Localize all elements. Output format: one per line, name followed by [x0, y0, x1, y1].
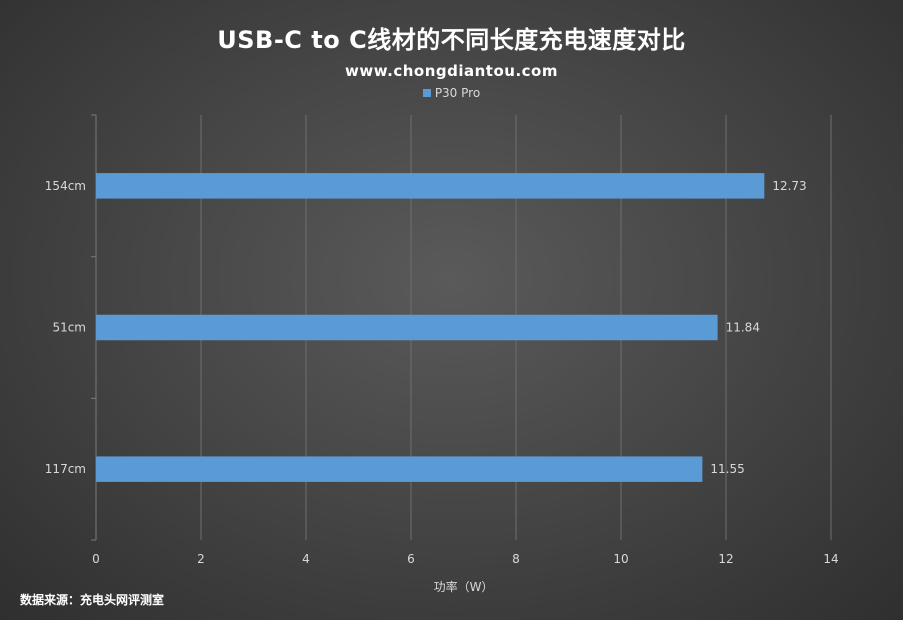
legend-swatch	[422, 89, 431, 97]
category-label: 117cm	[45, 462, 86, 476]
data-label: 11.55	[710, 462, 744, 476]
chart-subtitle: www.chongdiantou.com	[345, 62, 558, 80]
x-tick-label: 8	[512, 552, 520, 566]
legend-label: P30 Pro	[434, 86, 481, 100]
x-tick-label: 6	[407, 552, 415, 566]
bars	[96, 173, 765, 482]
x-tick-label: 4	[302, 552, 310, 566]
x-axis-title: 功率（W）	[434, 579, 494, 594]
data-label: 11.84	[726, 321, 760, 335]
category-label: 154cm	[45, 179, 86, 193]
bar	[96, 173, 765, 199]
data-label: 12.73	[772, 179, 806, 193]
chart-title: USB-C to C线材的不同长度充电速度对比	[217, 26, 686, 54]
bar	[96, 456, 703, 482]
data-source-note: 数据来源：充电头网评测室	[20, 593, 165, 607]
x-tick-label: 14	[823, 552, 838, 566]
bar	[96, 314, 718, 341]
x-tick-label: 12	[718, 552, 733, 566]
labels: 0 2 4 6 8 10 12 14 154cm 12.73 51cm 11.84 117cm 11.55…	[45, 179, 839, 594]
legend: P30 Pro	[0, 86, 903, 100]
x-tick-label: 10	[613, 552, 628, 566]
category-label: 51cm	[52, 321, 86, 335]
x-tick-label: 2	[197, 552, 205, 566]
x-tick-label: 0	[92, 552, 100, 566]
